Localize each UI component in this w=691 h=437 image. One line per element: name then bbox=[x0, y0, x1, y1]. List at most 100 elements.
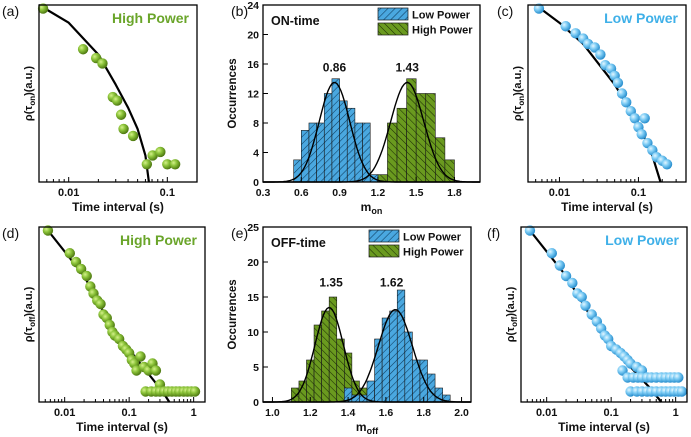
panel-label: (b) bbox=[231, 3, 248, 19]
x-tick-label: 0.01 bbox=[58, 187, 79, 199]
panel-label: (e) bbox=[231, 225, 248, 241]
panel-label: (a) bbox=[2, 3, 19, 19]
bar bbox=[389, 310, 398, 403]
data-point bbox=[42, 225, 54, 236]
plot-frame bbox=[38, 226, 206, 403]
data-point bbox=[612, 77, 624, 89]
y-tick-label: 5 bbox=[253, 362, 259, 374]
data-point bbox=[81, 270, 92, 282]
y-axis-label-sub: on bbox=[28, 96, 37, 106]
plot-frame bbox=[262, 226, 472, 403]
panel-a: (a) 0.01 0.1 High Power Time interval (s) ρ(τ… bbox=[2, 3, 198, 214]
bar bbox=[374, 338, 383, 403]
data-point bbox=[621, 97, 632, 108]
x-axis-label: mon bbox=[361, 200, 383, 216]
data-point bbox=[567, 277, 578, 289]
y-tick-label: 10 bbox=[247, 327, 259, 339]
y-tick-label: 20 bbox=[247, 257, 259, 269]
y-axis-label: ρ(τon)(a.u.) bbox=[512, 66, 526, 121]
x-axis-label-sub: on bbox=[371, 206, 382, 216]
bar bbox=[396, 107, 407, 183]
x-tick-label: 2.0 bbox=[454, 407, 469, 419]
x-tick-label: 0.01 bbox=[549, 187, 570, 199]
chart-title: High Power bbox=[120, 232, 198, 248]
data-point bbox=[616, 88, 628, 99]
data-point bbox=[169, 159, 181, 170]
x-tick-label: 1 bbox=[673, 407, 679, 419]
x-tick-label: 1.8 bbox=[447, 187, 462, 199]
legend-swatch bbox=[377, 7, 409, 21]
y-tick-label: 16 bbox=[247, 59, 259, 71]
data-point bbox=[639, 113, 650, 124]
chart-title: ON-time bbox=[271, 14, 320, 28]
chart-title: High Power bbox=[112, 10, 190, 26]
x-tick-label: 1.0 bbox=[265, 407, 280, 419]
y-tick-label: 0 bbox=[253, 397, 259, 409]
data-point bbox=[546, 248, 557, 259]
y-axis-label-main: ρ(τ bbox=[23, 327, 35, 342]
data-point bbox=[75, 263, 87, 275]
panel-c: (c) 0.01 0.1 Low Power Time interval (s) ρ(τo… bbox=[497, 3, 687, 214]
bar bbox=[346, 107, 356, 183]
data-point bbox=[115, 109, 127, 120]
peak-label: 1.35 bbox=[319, 276, 343, 290]
panel-label: (f) bbox=[487, 225, 500, 241]
bar bbox=[291, 387, 300, 403]
data-point bbox=[560, 270, 572, 282]
x-tick-label: 1.5 bbox=[409, 187, 424, 199]
data-point bbox=[95, 298, 106, 310]
bar bbox=[387, 122, 398, 183]
y-axis-label: ρ(τon)(a.u.) bbox=[23, 66, 37, 121]
chart-title: Low Power bbox=[605, 232, 679, 248]
x-axis-label: Time interval (s) bbox=[76, 420, 168, 434]
data-point bbox=[636, 129, 647, 140]
panel-label: (d) bbox=[2, 225, 19, 241]
bar bbox=[313, 324, 322, 403]
panel-d: (d) 0.01 0.1 1 High Power Time interval (s) ρ(… bbox=[2, 225, 206, 434]
panel-e: (e) 1.0 1.2 1.4 1.6 1.8 2.0 0 5 10 15 20 25 OFF-time 1… bbox=[227, 222, 472, 436]
data-point bbox=[595, 49, 606, 60]
legend-swatch bbox=[377, 22, 409, 36]
bar bbox=[300, 130, 310, 183]
data-point bbox=[162, 159, 173, 170]
y-axis-label-tail: )(a.u.) bbox=[23, 66, 35, 96]
data-point bbox=[570, 28, 581, 39]
x-tick-label: 0.6 bbox=[294, 187, 309, 199]
legend-swatch bbox=[368, 244, 400, 258]
y-axis-label-tail: )(a.u.) bbox=[505, 286, 517, 316]
legend-swatch bbox=[368, 229, 400, 243]
plot-frame bbox=[38, 4, 198, 183]
data-point bbox=[135, 351, 146, 362]
bar bbox=[323, 93, 333, 183]
x-tick-label: 0.9 bbox=[332, 187, 347, 199]
peak-label: 0.86 bbox=[323, 60, 347, 74]
peak-label: 1.43 bbox=[396, 60, 420, 74]
y-axis-label-main: ρ(τ bbox=[23, 106, 35, 121]
data-point bbox=[141, 159, 153, 170]
panel-b: (b) 0.3 0.6 0.9 1.2 1.5 1.8 0 4 8 12 16 20 24 ON-time 0… bbox=[227, 0, 481, 216]
data-point bbox=[64, 248, 75, 259]
data-point bbox=[661, 159, 673, 170]
x-tick-label: 1.6 bbox=[379, 407, 394, 419]
bar bbox=[328, 296, 338, 403]
y-tick-label: 8 bbox=[253, 118, 259, 130]
legend-label: High Power bbox=[412, 25, 473, 37]
fit-curve bbox=[38, 4, 150, 183]
y-tick-label: 20 bbox=[247, 30, 259, 42]
data-point bbox=[150, 365, 162, 376]
y-axis-label: Occurrences bbox=[227, 58, 239, 128]
y-axis-label: Occurrences bbox=[227, 279, 239, 349]
bar bbox=[419, 359, 428, 403]
bar bbox=[306, 359, 315, 403]
data-point bbox=[111, 95, 123, 106]
legend-label: Low Power bbox=[412, 10, 471, 22]
y-axis-label-sub: on bbox=[517, 96, 526, 106]
x-tick-label: 0.1 bbox=[631, 187, 646, 199]
bar bbox=[316, 122, 325, 183]
data-point bbox=[560, 21, 571, 32]
x-axis-label: Time interval (s) bbox=[558, 420, 650, 434]
peak-label: 1.62 bbox=[380, 276, 404, 290]
bar bbox=[366, 380, 375, 403]
data-point bbox=[524, 225, 536, 236]
